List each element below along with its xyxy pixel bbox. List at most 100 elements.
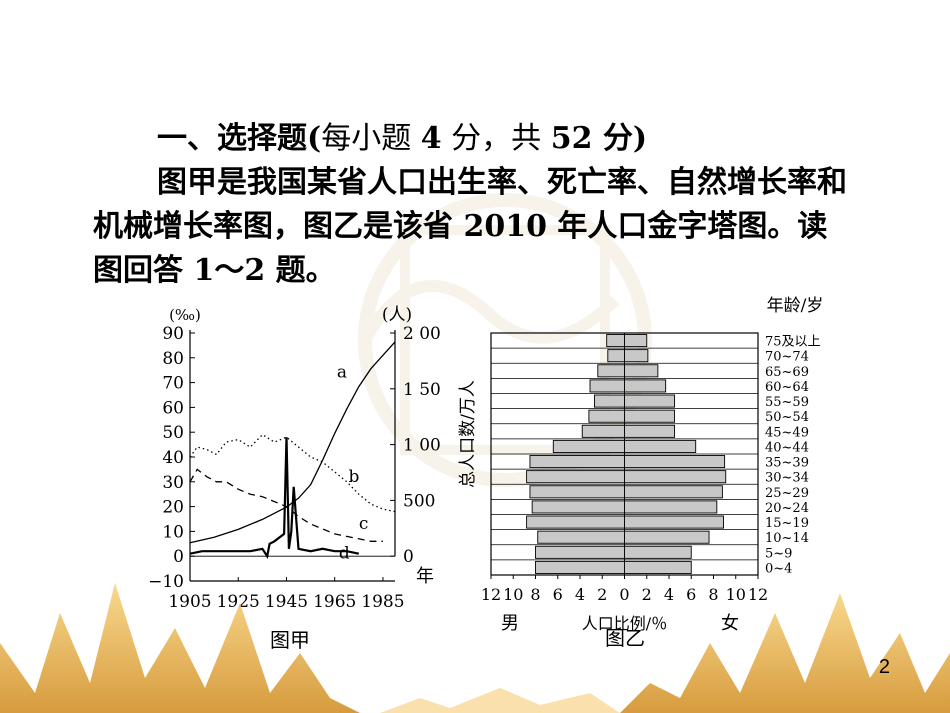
age-group-label: 55~59 xyxy=(765,395,809,410)
left-tick-label: 40 xyxy=(162,448,184,468)
y-axis-label: 总人口数/万人 xyxy=(458,380,478,488)
x-axis-unit: 年 xyxy=(416,566,434,587)
age-group-label: 35~39 xyxy=(765,456,809,471)
x-tick-label-left: 6 xyxy=(553,585,563,604)
question-paragraph: 图甲是我国某省人口出生率、死亡率、自然增长率和机械增长率图，图乙是该省 2010… xyxy=(93,161,853,293)
male-bar xyxy=(526,515,625,529)
age-group-label: 5~9 xyxy=(765,546,792,561)
male-bar xyxy=(606,334,625,348)
age-group-label: 10~14 xyxy=(765,531,809,546)
male-bar xyxy=(597,364,625,378)
female-bar xyxy=(624,409,676,423)
series-d-label: d xyxy=(339,544,350,564)
age-group-label: 60~64 xyxy=(765,380,809,395)
left-axis-unit: (‰) xyxy=(169,306,201,324)
left-tick-label: 70 xyxy=(162,374,184,394)
female-bar xyxy=(624,470,727,484)
female-bar xyxy=(624,394,676,408)
x-tick-label-right: 10 xyxy=(726,585,746,604)
male-bar xyxy=(588,409,625,423)
x-tick-label: 1965 xyxy=(313,592,356,612)
age-group-label: 50~54 xyxy=(765,410,809,425)
female-bar xyxy=(624,349,649,363)
age-group-label: 70~74 xyxy=(765,350,809,365)
female-label: 女 xyxy=(721,613,739,634)
question-text: 一、选择题(每小题 4 分，共 52 分) 图甲是我国某省人口出生率、死亡率、自… xyxy=(93,117,853,293)
female-bar xyxy=(624,424,676,438)
question-heading: 一、选择题(每小题 4 分，共 52 分) xyxy=(93,117,853,161)
male-bar xyxy=(529,455,625,469)
chart-yi: 0~45~910~1415~1920~2425~2930~3435~3940~4… xyxy=(458,296,823,650)
series-a-label: a xyxy=(337,363,347,383)
male-bar xyxy=(537,530,625,544)
left-tick-label: 80 xyxy=(162,349,184,369)
heading-text2: 分，共 xyxy=(441,121,551,156)
male-bar xyxy=(531,500,625,514)
page-number: 2 xyxy=(878,656,890,678)
right-tick-label: 500 xyxy=(403,491,435,511)
left-tick-label: 60 xyxy=(162,398,184,418)
x-tick-label-left: 2 xyxy=(597,585,607,604)
chart-yi-labels: 0~45~910~1415~1920~2425~2930~3435~3940~4… xyxy=(458,296,823,650)
heading-text1: 每小题 xyxy=(321,121,421,156)
female-bar xyxy=(624,379,667,393)
left-tick-label: 0 xyxy=(173,547,184,567)
female-bar xyxy=(624,500,718,514)
series-d-line xyxy=(189,437,360,560)
left-tick-label: −10 xyxy=(148,572,184,592)
age-group-label: 40~44 xyxy=(765,440,809,455)
x-tick-label-right: 4 xyxy=(664,585,674,604)
chart-jia-labels: 90 80 70 60 50 40 30 20 10 0 −10 2 000 1 500 1 000 500… xyxy=(148,305,440,652)
age-group-label: 0~4 xyxy=(765,561,792,576)
male-bar xyxy=(526,470,625,484)
x-tick-label-left: 8 xyxy=(530,585,540,604)
age-group-label: 45~49 xyxy=(765,425,809,440)
heading-text3: 分) xyxy=(592,121,648,156)
male-bar xyxy=(529,485,625,499)
right-tick-label: 1 500 xyxy=(403,380,440,400)
chart-yi-axes xyxy=(490,332,759,579)
age-group-label: 25~29 xyxy=(765,486,809,501)
chart-yi-caption: 图乙 xyxy=(605,626,645,650)
female-bar xyxy=(624,485,723,499)
heading-paren: ( xyxy=(307,121,322,156)
female-bar xyxy=(624,439,697,453)
decorative-peaks xyxy=(0,583,950,713)
age-group-label: 65~69 xyxy=(765,365,809,380)
age-group-label: 30~34 xyxy=(765,471,809,486)
heading-num2: 52 xyxy=(550,121,593,156)
female-bar xyxy=(624,530,710,544)
left-tick-label: 90 xyxy=(162,324,184,344)
x-tick-label-left: 4 xyxy=(575,585,585,604)
age-group-label: 75及以上 xyxy=(765,335,821,350)
x-tick-label-right: 2 xyxy=(642,585,652,604)
x-tick-label-right: 12 xyxy=(748,585,768,604)
male-bar xyxy=(581,424,625,438)
x-tick-label-right: 6 xyxy=(686,585,696,604)
x-tick-label-left: 10 xyxy=(503,585,523,604)
left-tick-label: 30 xyxy=(162,473,184,493)
male-bar xyxy=(552,439,625,453)
left-tick-label: 10 xyxy=(162,522,184,542)
male-bar xyxy=(535,560,625,574)
chart-jia-series xyxy=(189,341,396,560)
x-tick-label-right: 8 xyxy=(708,585,718,604)
series-c-label: c xyxy=(359,514,369,534)
age-group-label: 15~19 xyxy=(765,516,809,531)
x-tick-label: 1905 xyxy=(168,592,211,612)
x-axis-label: 人口比例/％ xyxy=(582,614,667,633)
series-b-label: b xyxy=(349,467,360,487)
female-bar xyxy=(624,334,648,348)
x-tick-label: 1925 xyxy=(217,592,260,612)
heading-num1: 4 xyxy=(420,121,442,156)
age-group-label: 20~24 xyxy=(765,501,809,516)
age-axis-label: 年龄/岁 xyxy=(767,296,824,316)
male-bar xyxy=(607,349,625,363)
series-a-line xyxy=(189,341,396,544)
right-axis-unit: (人) xyxy=(382,305,412,325)
left-tick-label: 50 xyxy=(162,423,184,443)
right-tick-label: 2 000 xyxy=(403,324,440,344)
x-tick-label-left: 0 xyxy=(619,585,629,604)
x-tick-label-left: 12 xyxy=(481,585,501,604)
chart-yi-bars xyxy=(526,334,727,574)
